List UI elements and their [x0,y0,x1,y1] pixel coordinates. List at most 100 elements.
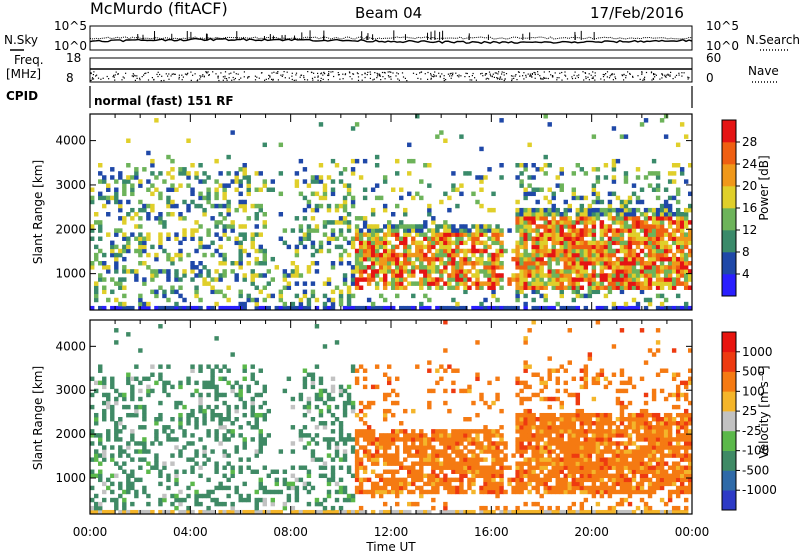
heatmap-cell [647,171,653,176]
heatmap-cell [519,232,524,237]
heatmap-cell [314,441,320,446]
heatmap-cell [162,429,167,434]
heatmap-cell [395,485,400,491]
nave-dot [333,75,335,78]
heatmap-cell [262,489,267,495]
heatmap-cell [362,412,368,418]
heatmap-cell [114,297,119,303]
heatmap-cell [110,509,115,515]
heatmap-cell [90,195,95,201]
heatmap-cell [354,469,360,474]
heatmap-cell [439,477,444,483]
heatmap-cell [503,509,508,515]
heatmap-cell [519,273,524,278]
heatmap-cell [519,433,524,438]
heatmap-cell [571,473,577,479]
heatmap-cell [587,220,593,225]
heatmap-cell [623,252,629,258]
heatmap-cell [487,465,492,470]
heatmap-cell [258,171,263,176]
heatmap-cell [591,212,597,217]
heatmap-cell [346,183,352,188]
heatmap-cell [591,481,597,487]
heatmap-cell [178,277,183,282]
heatmap-cell [126,163,131,168]
heatmap-cell [555,240,560,246]
heatmap-cell [98,461,103,466]
heatmap-cell [354,412,360,418]
nave-dot [612,79,614,81]
heatmap-cell [423,445,428,450]
heatmap-cell [395,265,400,270]
heatmap-cell [615,195,621,201]
heatmap-cell [663,265,669,270]
heatmap-cell [587,453,593,458]
heatmap-cell [110,408,115,414]
heatmap-cell [583,269,589,274]
heatmap-cell [687,163,693,168]
heatmap-cell [250,408,255,414]
heatmap-cell [627,273,633,278]
nave-dot [480,73,482,75]
heatmap-cell [523,429,528,434]
heatmap-cell [222,305,227,311]
heatmap-cell [667,305,673,311]
heatmap-cell [647,216,653,221]
heatmap-cell [210,376,215,382]
heatmap-cell [583,265,589,270]
heatmap-cell [431,457,436,462]
heatmap-cell [366,437,372,442]
heatmap-cell [539,429,544,434]
heatmap-cell [330,396,336,402]
heatmap-cell [631,469,637,474]
heatmap-cell [439,441,444,446]
heatmap-cell [547,477,552,483]
heatmap-cell [519,388,524,394]
heatmap-cell [631,281,637,286]
heatmap-cell [455,265,460,270]
heatmap-cell [234,392,239,398]
heatmap-cell [563,412,568,418]
heatmap-cell [214,465,219,470]
heatmap-cell [571,461,577,466]
heatmap-cell [455,449,460,454]
heatmap-cell [491,433,496,438]
heatmap-cell [222,437,227,442]
heatmap-cell [158,240,163,246]
heatmap-cell [439,429,444,434]
heatmap-cell [114,179,119,184]
heatmap-cell [547,376,552,382]
heatmap-cell [254,203,259,209]
heatmap-cell [619,273,625,278]
heatmap-cell [431,232,436,237]
heatmap-cell [547,372,552,377]
nave-dot [90,72,92,75]
nave-dot [303,77,305,79]
heatmap-cell [583,195,589,201]
heatmap-cell [202,384,207,390]
heatmap-cell [543,207,548,213]
heatmap-cell [607,485,613,491]
nave-dot [688,77,690,79]
heatmap-cell [154,461,159,466]
heatmap-cell [647,232,653,237]
velocity-heatmap [90,320,693,515]
heatmap-cell [467,261,472,266]
heatmap-cell [262,497,267,503]
heatmap-cell [639,220,645,225]
heatmap-cell [142,441,147,446]
heatmap-cell [615,396,621,402]
heatmap-cell [411,273,416,278]
heatmap-cell [439,376,444,382]
heatmap-cell [122,256,127,262]
heatmap-cell [623,429,629,434]
heatmap-cell [262,400,267,406]
nave-dot [97,77,100,79]
heatmap-cell [655,244,661,250]
heatmap-cell [130,216,135,221]
heatmap-cell [278,489,284,495]
heatmap-cell [687,207,693,213]
heatmap-cell [142,281,147,286]
heatmap-cell [467,465,472,470]
heatmap-cell [535,437,540,442]
